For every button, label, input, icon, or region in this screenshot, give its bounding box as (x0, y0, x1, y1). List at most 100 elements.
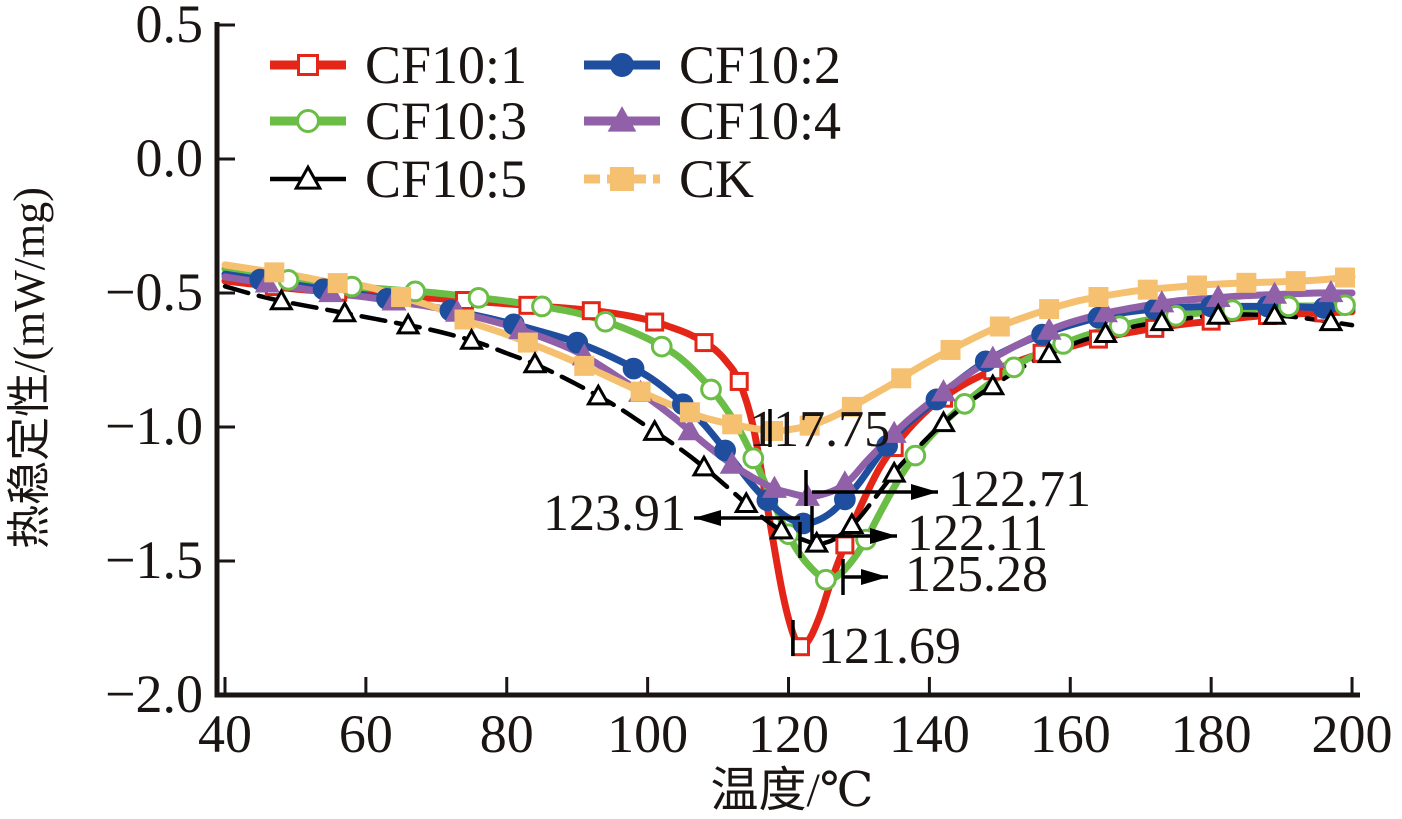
circle-marker (467, 286, 490, 309)
peak-temperature-label: 123.91 (543, 485, 686, 542)
annotation-125.28: 125.28 (841, 546, 1048, 603)
annotation-123.91: 123.91 (543, 485, 802, 558)
square-marker (790, 637, 810, 657)
square-marker (1187, 275, 1208, 296)
square-marker (1285, 271, 1306, 292)
square-marker (940, 339, 961, 360)
y-tick-label: −1.0 (105, 396, 203, 456)
axes (214, 22, 1360, 698)
triangle-marker (1149, 308, 1175, 332)
square-marker (1236, 272, 1257, 293)
square-marker (989, 316, 1010, 337)
x-tick-label: 100 (607, 704, 688, 764)
square-marker (1334, 267, 1355, 288)
y-tick-label: −1.5 (105, 530, 203, 590)
triangle-marker (332, 300, 358, 323)
series-markers-CF10:5 (268, 288, 1344, 553)
circle-marker (1003, 356, 1025, 379)
triangle-marker (1262, 281, 1288, 304)
legend-item-CF10:3: CF10:3 (270, 91, 527, 151)
circle-marker (953, 393, 976, 415)
x-tick-label: 180 (1171, 704, 1252, 764)
y-tick-label: 0.5 (136, 0, 204, 54)
annotation-117.75: 117.75 (749, 401, 890, 458)
square-marker (630, 381, 651, 402)
legend-item-CK: CK (584, 149, 754, 209)
legend-label: CF10:2 (679, 35, 841, 95)
peak-temperature-label: 125.28 (905, 546, 1048, 603)
triangle-marker (1318, 280, 1344, 303)
annotation-122.11: 122.11 (810, 505, 1048, 562)
triangle-marker (1093, 300, 1118, 323)
triangle-marker (881, 460, 907, 483)
circle-marker (815, 568, 837, 591)
triangle-marker (931, 410, 956, 433)
triangle-marker (719, 451, 745, 474)
triangle-marker (607, 106, 637, 132)
square-marker (1137, 279, 1158, 300)
square-marker (610, 167, 634, 191)
annotation-122.71: 122.71 (804, 461, 1091, 518)
triangle-marker (459, 327, 485, 350)
x-tick-label: 200 (1312, 704, 1393, 764)
y-tick-label: −2.0 (105, 664, 203, 724)
square-marker (729, 371, 749, 391)
circle-marker (700, 378, 722, 401)
triangle-marker (268, 288, 294, 311)
legend-item-CF10:1: CF10:1 (270, 35, 527, 95)
peak-temperature-label: 122.11 (907, 505, 1048, 562)
legend-label: CF10:5 (365, 149, 527, 209)
legend-label: CF10:1 (365, 35, 527, 95)
legend-item-CF10:5: CF10:5 (270, 149, 527, 209)
circle-marker (904, 444, 927, 467)
triangle-marker (733, 490, 759, 514)
square-marker (679, 402, 700, 423)
triangle-marker (293, 164, 323, 190)
triangle-marker (980, 345, 1006, 368)
square-marker (1039, 299, 1060, 320)
triangle-marker (839, 511, 865, 534)
triangle-marker (881, 420, 907, 443)
annotation-arrowhead-right (870, 528, 897, 544)
circle-marker (531, 295, 553, 318)
square-marker (297, 54, 319, 76)
triangle-marker (642, 418, 668, 441)
square-marker (264, 262, 285, 283)
triangle-marker (1318, 308, 1344, 332)
square-marker (517, 332, 538, 353)
triangle-marker (980, 373, 1006, 396)
square-marker (1088, 287, 1109, 308)
circle-marker (610, 53, 634, 77)
square-marker (694, 333, 714, 353)
triangle-marker (931, 379, 956, 402)
triangle-marker (1205, 302, 1231, 325)
square-marker (891, 368, 912, 389)
square-marker (574, 355, 595, 376)
square-marker (391, 287, 412, 308)
annotation-121.69: 121.69 (791, 618, 961, 675)
triangle-marker (1093, 320, 1118, 344)
triangle-marker (761, 475, 787, 498)
square-marker (327, 273, 348, 294)
x-tick-label: 140 (889, 704, 970, 764)
triangle-marker (1036, 340, 1062, 364)
square-marker (841, 396, 862, 417)
x-tick-label: 160 (1030, 704, 1111, 764)
legend: CF10:1 CF10:2 CF10:3 CF10:4 CF10:5 CK (270, 35, 841, 209)
annotation-arrowhead-right (861, 569, 888, 585)
square-marker (581, 301, 601, 321)
triangle-marker (395, 312, 421, 335)
legend-label: CF10:3 (365, 91, 527, 151)
square-marker (799, 415, 820, 436)
circle-marker (296, 109, 320, 133)
circle-marker (566, 331, 589, 354)
triangle-marker (522, 351, 548, 374)
square-marker (645, 312, 665, 332)
circle-marker (714, 439, 736, 462)
circle-marker (650, 335, 673, 358)
triangle-marker (585, 383, 611, 406)
x-tick-label: 60 (339, 704, 393, 764)
x-tick-label: 40 (198, 704, 252, 764)
